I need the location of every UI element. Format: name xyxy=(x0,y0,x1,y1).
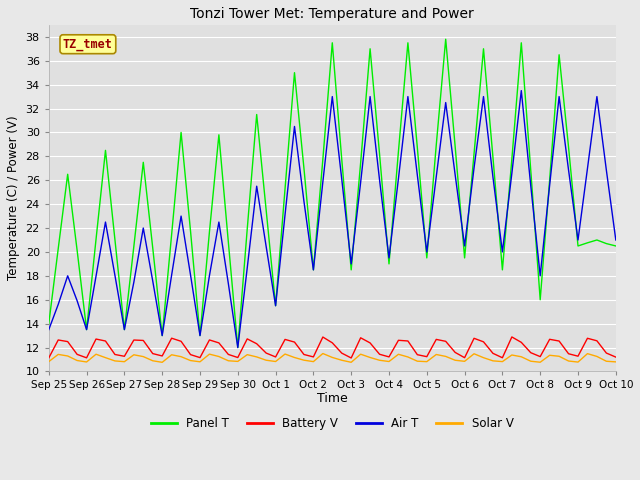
Y-axis label: Temperature (C) / Power (V): Temperature (C) / Power (V) xyxy=(7,116,20,280)
Legend: Panel T, Battery V, Air T, Solar V: Panel T, Battery V, Air T, Solar V xyxy=(146,412,518,435)
Title: Tonzi Tower Met: Temperature and Power: Tonzi Tower Met: Temperature and Power xyxy=(191,7,474,21)
Text: TZ_tmet: TZ_tmet xyxy=(63,38,113,51)
X-axis label: Time: Time xyxy=(317,392,348,405)
